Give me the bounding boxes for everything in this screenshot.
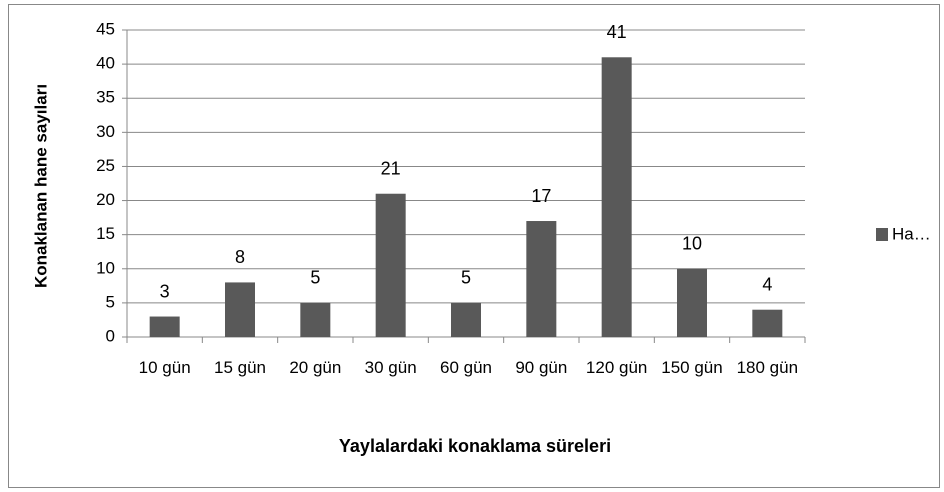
- bar: [677, 268, 707, 337]
- x-tick-label: 30 gün: [364, 358, 417, 377]
- y-tick-label: 30: [96, 122, 115, 141]
- bar: [149, 316, 180, 337]
- x-tick-label: 60 gün: [440, 358, 492, 377]
- bar: [752, 309, 783, 337]
- data-label: 3: [160, 281, 170, 301]
- x-tick-label: 15 gün: [214, 358, 266, 377]
- x-tick-label: 180 gün: [736, 358, 799, 377]
- legend-swatch: [876, 228, 888, 241]
- data-label: 41: [607, 22, 627, 42]
- data-label: 4: [762, 274, 772, 294]
- y-tick-label: 25: [96, 156, 115, 175]
- data-label: 17: [531, 186, 551, 206]
- y-tick-label: 35: [96, 88, 115, 107]
- bar: [225, 282, 255, 337]
- x-tick-label: 10 gün: [138, 358, 191, 377]
- bar: [526, 221, 557, 337]
- data-label: 5: [310, 268, 320, 288]
- x-tick-label: 150 gün: [661, 358, 723, 377]
- x-tick-label: 20 gün: [289, 358, 342, 377]
- data-label: 8: [235, 247, 245, 267]
- x-axis-title: Yaylalardaki konaklama süreleri: [339, 436, 611, 456]
- data-label: 10: [682, 234, 702, 254]
- bar: [451, 302, 481, 337]
- y-tick-label: 45: [96, 19, 115, 38]
- x-tick-label: 120 gün: [585, 358, 648, 377]
- chart-border: [8, 4, 940, 488]
- data-label: 21: [381, 158, 401, 178]
- bar: [601, 57, 632, 338]
- y-axis-title: Konaklanan hane sayıları: [31, 84, 50, 288]
- x-tick-label: 90 gün: [515, 358, 568, 377]
- bar: [375, 193, 406, 337]
- y-tick-label: 20: [96, 190, 115, 209]
- y-tick-label: 15: [96, 224, 115, 243]
- y-tick-label: 5: [106, 292, 115, 311]
- bar: [300, 302, 331, 337]
- data-label: 5: [461, 268, 471, 288]
- y-tick-label: 40: [96, 54, 115, 73]
- y-tick-label: 0: [106, 326, 115, 345]
- y-tick-label: 10: [96, 258, 115, 277]
- legend-label: Ha…: [892, 224, 931, 243]
